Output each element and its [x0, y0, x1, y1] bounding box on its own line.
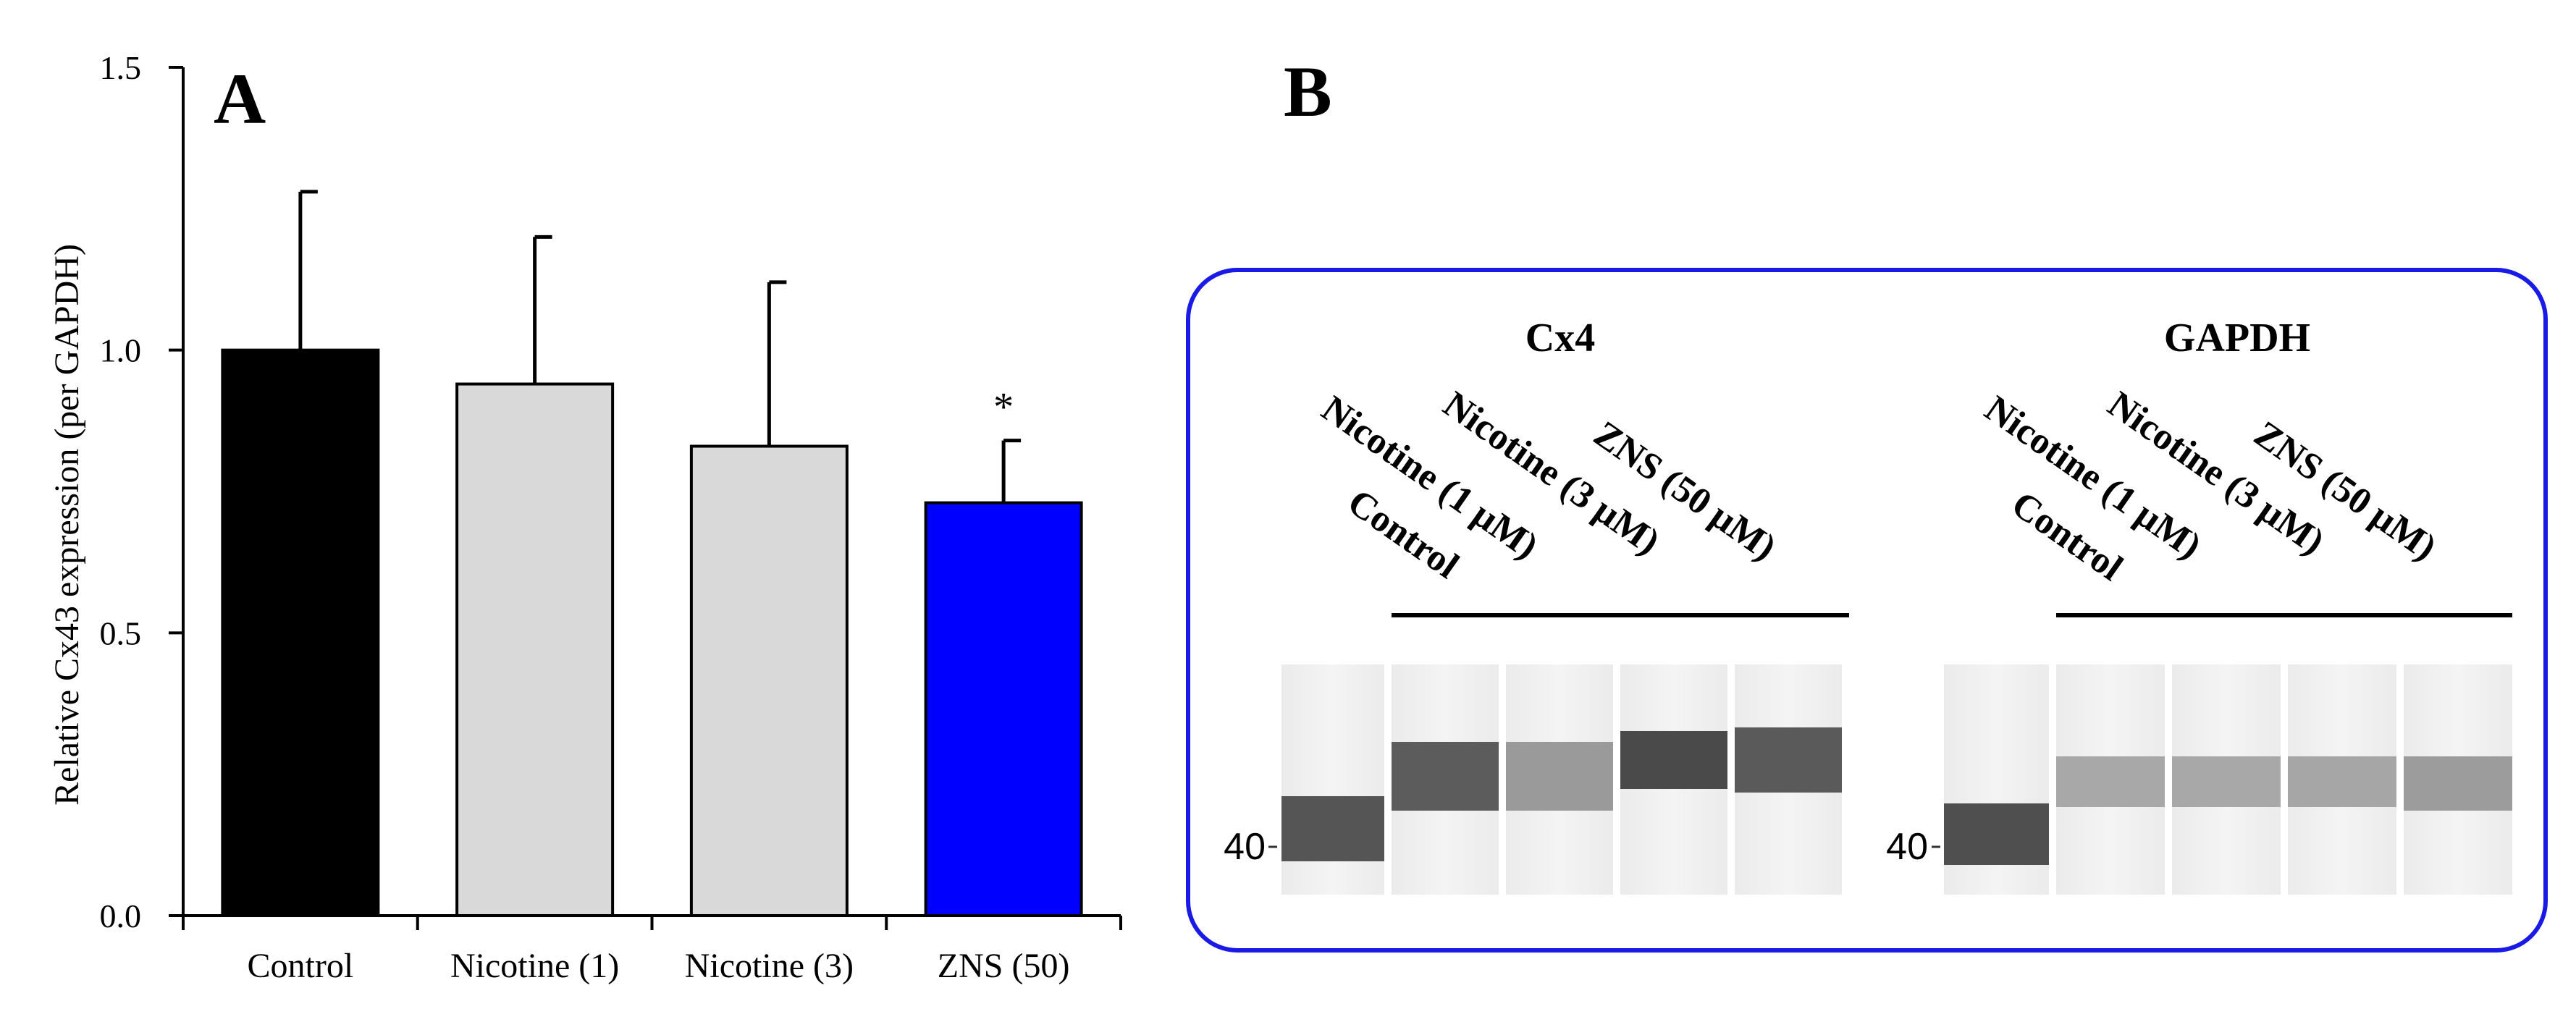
marker-label: 40 — [1886, 826, 1928, 868]
gel-group-cx4: Cx4 Control Nicotine (1 μM) Nicotine (3 … — [1224, 316, 1849, 895]
lane-control — [1944, 664, 2049, 895]
x-tick-label: Control — [248, 947, 354, 985]
x-tick-label: Nicotine (1) — [450, 947, 619, 985]
panel-a-bar-chart: A Relative Cx43 expression (per GAPDH) 0… — [48, 49, 1122, 985]
bar — [221, 348, 380, 917]
lane-zns-50 — [1620, 664, 1727, 895]
lane-control — [1281, 664, 1384, 895]
y-axis-label: Relative Cx43 expression (per GAPDH) — [48, 244, 86, 806]
lane-zns-50 — [2288, 664, 2396, 895]
y-ticks: 0.0 0.5 1.0 1.5 — [100, 49, 183, 934]
panel-a-label: A — [214, 59, 266, 139]
lane-nicotine-3 — [2172, 664, 2281, 895]
y-tick-label: 1.0 — [100, 332, 142, 369]
y-tick-label: 1.5 — [100, 49, 142, 86]
lane-nicotine-1 — [1392, 664, 1499, 895]
significance-marker: * — [993, 385, 1014, 430]
x-ticks: Control Nicotine (1) Nicotine (3) ZNS (50) — [182, 916, 1122, 985]
bar — [924, 501, 1083, 917]
lane-nicotine-1 — [2056, 664, 2165, 895]
bars: * — [221, 190, 1083, 917]
y-tick-label: 0.5 — [100, 615, 142, 651]
x-tick-label: Nicotine (3) — [685, 947, 854, 985]
y-tick-label: 0.0 — [100, 898, 142, 934]
gel-group-title: GAPDH — [2164, 316, 2310, 360]
x-tick-label: ZNS (50) — [938, 947, 1070, 985]
bar — [455, 382, 615, 917]
lane-nicotine-3 — [1506, 664, 1613, 895]
panel-b-label: B — [1284, 51, 1332, 132]
panel-b-gel: B Cx4 Control Nicotine (1 μM) Nicotine (… — [1186, 51, 2548, 953]
lane-extra — [2404, 664, 2512, 895]
lane-extra — [1735, 664, 1842, 895]
gel-group-gapdh: GAPDH Control Nicotine (1 μM) Nicotine (… — [1886, 316, 2512, 895]
gel-group-title: Cx4 — [1525, 316, 1595, 360]
gel-frame — [1186, 268, 2548, 953]
bar — [689, 444, 849, 917]
lane-label: ZNS (50 μM) — [1586, 413, 1783, 568]
marker-label: 40 — [1224, 826, 1266, 868]
